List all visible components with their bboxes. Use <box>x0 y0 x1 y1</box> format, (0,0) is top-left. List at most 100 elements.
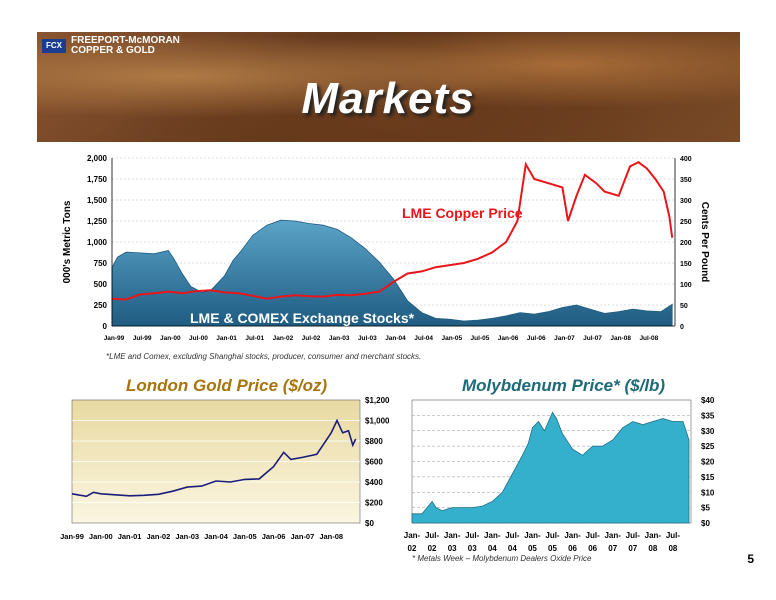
x-tick-label-year: 04 <box>508 544 517 553</box>
x-tick-label: Jan-04 <box>385 335 406 342</box>
y-tick-label: 1,750 <box>87 175 108 184</box>
y2-tick-label: 150 <box>680 261 692 268</box>
y-tick-label: $1,200 <box>365 396 390 405</box>
x-tick-label: Jul- <box>586 531 601 540</box>
x-tick-label: Jul-05 <box>471 335 490 342</box>
x-tick-label: Jan- <box>524 531 541 540</box>
x-tick-label: Jul-06 <box>527 335 546 342</box>
y2-tick-label: 400 <box>680 156 692 163</box>
y-tick-label: 1,000 <box>87 238 108 247</box>
x-tick-label: Jan-01 <box>118 532 142 541</box>
x-tick-label: Jan-08 <box>319 532 343 541</box>
gold-chart-title: London Gold Price ($/oz) <box>126 376 328 395</box>
y-tick-label: $15 <box>701 473 715 482</box>
x-tick-label: Jan-08 <box>610 335 631 342</box>
x-tick-label-year: 08 <box>648 544 657 553</box>
y-tick-label: $40 <box>701 396 715 405</box>
x-tick-label-year: 03 <box>448 544 457 553</box>
x-tick-label: Jul- <box>465 531 480 540</box>
y-tick-label: $35 <box>701 411 715 420</box>
x-tick-label: Jan- <box>564 531 581 540</box>
y-tick-label: $0 <box>701 519 710 528</box>
x-tick-label: Jul- <box>626 531 641 540</box>
logo-mark-icon: FCX <box>42 39 66 53</box>
moly-price-area <box>411 411 690 524</box>
x-tick-label: Jul-99 <box>133 335 152 342</box>
y-axis-title: 000's Metric Tons <box>62 200 73 283</box>
x-tick-label-year: 03 <box>468 544 477 553</box>
y-tick-label: $10 <box>701 488 715 497</box>
x-tick-label-year: 08 <box>668 544 677 553</box>
x-tick-label: Jan-06 <box>262 532 286 541</box>
copper-price-annotation: LME Copper Price <box>402 205 523 221</box>
x-tick-label: Jan-03 <box>329 335 350 342</box>
logo-line-1: FREEPORT-McMORAN <box>71 35 180 46</box>
x-tick-label: Jul-00 <box>189 335 208 342</box>
y-tick-label: $5 <box>701 504 710 513</box>
logo-line-2: COPPER & GOLD <box>71 45 155 56</box>
x-tick-label: Jul-02 <box>302 335 321 342</box>
x-tick-label-year: 02 <box>428 544 437 553</box>
y2-tick-label: 300 <box>680 198 692 205</box>
moly-chart-title: Molybdenum Price* ($/lb) <box>462 376 666 395</box>
x-tick-label-year: 07 <box>628 544 637 553</box>
x-tick-label: Jan-07 <box>554 335 575 342</box>
x-tick-label: Jul- <box>545 531 560 540</box>
x-tick-label: Jan-03 <box>175 532 199 541</box>
x-tick-label-year: 06 <box>588 544 597 553</box>
y-tick-label: $25 <box>701 442 715 451</box>
copper-price-line <box>111 161 674 301</box>
x-tick-label-year: 04 <box>488 544 497 553</box>
x-tick-label: Jul-08 <box>639 335 658 342</box>
copper-stocks-chart: 0 250 500 750 1,000 1,250 1,500 1,750 2,000 0 50 10… <box>62 154 710 342</box>
exchange-stocks-annotation: LME & COMEX Exchange Stocks* <box>190 310 415 326</box>
y-tick-label: 250 <box>94 301 108 310</box>
x-tick-label: Jan- <box>604 531 621 540</box>
x-tick-label: Jul-01 <box>245 335 264 342</box>
y-tick-label: $400 <box>365 478 383 487</box>
y-tick-label: $0 <box>365 519 374 528</box>
exchange-stocks-footnote: *LME and Comex, excluding Shanghai stock… <box>106 352 422 361</box>
y-tick-label: $200 <box>365 499 383 508</box>
x-tick-label: Jan- <box>444 531 461 540</box>
x-tick-label: Jan-02 <box>147 532 171 541</box>
header-banner <box>37 32 740 142</box>
y-tick-label: $20 <box>701 458 715 467</box>
x-tick-label-year: 07 <box>608 544 617 553</box>
exchange-stocks-area <box>111 219 673 327</box>
x-tick-label: Jul- <box>425 531 440 540</box>
x-tick-label: Jul-07 <box>583 335 602 342</box>
x-tick-label: Jan- <box>484 531 501 540</box>
x-tick-label-year: 05 <box>548 544 557 553</box>
x-tick-label: Jan-04 <box>204 532 229 541</box>
x-tick-label: Jul- <box>666 531 681 540</box>
gold-price-line <box>71 418 357 498</box>
x-tick-label-year: 02 <box>408 544 417 553</box>
y-tick-label: 1,500 <box>87 196 108 205</box>
company-logo: FCX FREEPORT-McMORAN COPPER & GOLD <box>42 36 180 56</box>
x-tick-label: Jul- <box>505 531 520 540</box>
y2-tick-label: 200 <box>680 240 692 247</box>
y2-tick-label: 0 <box>680 324 684 331</box>
y-tick-label: 750 <box>94 259 108 268</box>
y-tick-label: 2,000 <box>87 154 108 163</box>
page-title: Markets <box>301 74 475 123</box>
y2-tick-label: 250 <box>680 219 692 226</box>
y-tick-label: 500 <box>94 280 108 289</box>
x-tick-label: Jul-03 <box>358 335 377 342</box>
x-tick-label: Jan-00 <box>89 532 113 541</box>
y-tick-label: $1,000 <box>365 417 390 426</box>
x-tick-label: Jan- <box>645 531 662 540</box>
x-tick-label: Jul-04 <box>414 335 433 342</box>
moly-price-chart: $0 $5 $10 $15 $20 $25 $30 $35 $40 Jan- 02 Jul- 02 Jan… <box>404 396 715 553</box>
x-tick-label: Jan-05 <box>441 335 462 342</box>
x-tick-label: Jan-05 <box>233 532 257 541</box>
y-tick-label: $800 <box>365 437 383 446</box>
x-tick-label: Jan-07 <box>291 532 315 541</box>
y-tick-label: $600 <box>365 458 383 467</box>
y-tick-label: $30 <box>701 427 715 436</box>
y2-axis-title: Cents Per Pound <box>699 202 710 283</box>
y2-tick-label: 50 <box>680 303 688 310</box>
y-tick-label: 1,250 <box>87 217 108 226</box>
x-tick-label: Jan-01 <box>216 335 237 342</box>
